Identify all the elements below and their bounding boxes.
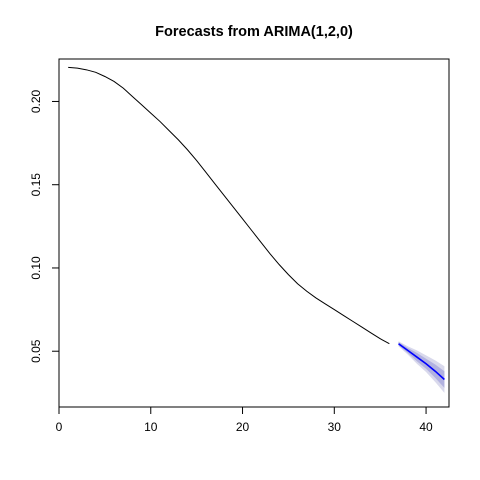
y-tick-label: 0.05 [29, 339, 43, 363]
forecast-mean-line [398, 343, 445, 381]
band80-layer [398, 342, 445, 388]
x-axis: 0 10 20 30 40 [56, 406, 433, 434]
x-tick-label: 20 [236, 420, 250, 434]
y-tick-label: 0.20 [29, 89, 43, 113]
x-tick-label: 0 [56, 420, 63, 434]
x-tick-label: 40 [419, 420, 433, 434]
observed-series-line [68, 66, 390, 345]
interval-80-band [398, 342, 445, 388]
x-tick-label: 30 [328, 420, 342, 434]
y-axis: 0.05 0.10 0.15 0.20 [29, 89, 60, 363]
series-layer [68, 66, 445, 381]
x-tick-label: 10 [144, 420, 158, 434]
y-tick-label: 0.15 [29, 173, 43, 197]
y-tick-label: 0.10 [29, 256, 43, 280]
chart-title: Forecasts from ARIMA(1,2,0) [155, 24, 353, 40]
